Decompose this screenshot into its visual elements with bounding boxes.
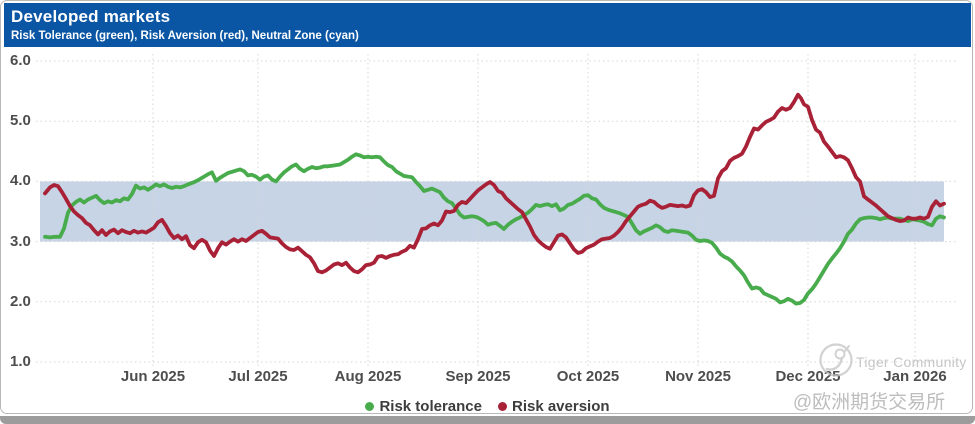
neutral-zone-band (40, 181, 944, 242)
chart-header: Developed markets Risk Tolerance (green)… (4, 3, 971, 47)
legend-label: Risk tolerance (379, 398, 482, 415)
y-tick-label: 2.0 (10, 292, 31, 310)
y-tick-label: 4.0 (10, 172, 31, 190)
chart-subtitle: Risk Tolerance (green), Risk Aversion (r… (11, 30, 359, 42)
watermark-community-text: Tiger Community (856, 354, 967, 370)
legend-item-risk-aversion: Risk aversion (497, 398, 610, 415)
x-tick-label: Nov 2025 (665, 368, 731, 385)
x-tick-label: Jan 2026 (883, 368, 947, 385)
x-tick-label: Aug 2025 (334, 368, 402, 385)
legend-label: Risk aversion (511, 398, 610, 415)
y-tick-label: 1.0 (10, 353, 31, 370)
y-tick-label: 5.0 (10, 112, 31, 130)
x-tick-label: Jul 2025 (228, 368, 288, 385)
legend-dot-icon (365, 402, 375, 411)
x-tick-label: Dec 2025 (775, 368, 841, 385)
chart-legend: Risk tolerance Risk aversion (0, 398, 975, 415)
page-title: Developed markets (11, 7, 171, 26)
x-tick-label: Jun 2025 (120, 368, 186, 385)
series-line-risk-aversion (43, 92, 946, 275)
legend-dot-icon (497, 402, 507, 411)
x-tick-label: Sep 2025 (445, 368, 511, 385)
x-tick-label: Oct 2025 (556, 368, 620, 385)
legend-item-risk-tolerance: Risk tolerance (365, 398, 482, 415)
tiger-logo-icon (819, 343, 853, 377)
y-tick-label: 6.0 (10, 52, 31, 69)
bottom-shadow-bar (0, 416, 975, 424)
y-tick-label: 3.0 (10, 232, 31, 250)
series-line-risk-tolerance (43, 152, 946, 306)
